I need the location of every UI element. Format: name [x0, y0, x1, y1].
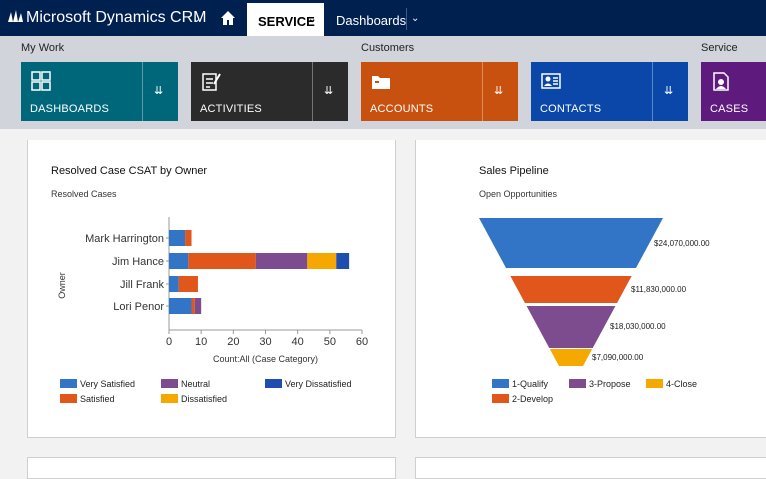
top-navigation-bar: Microsoft Dynamics CRM ⌄ SERVICE ⌄ Dashb…	[0, 0, 766, 36]
legend-label: Satisfied	[80, 394, 115, 404]
funnel-value-label: $11,830,000.00	[631, 285, 687, 294]
chevron-down-icon: ⌄	[308, 14, 317, 25]
tile-label: CONTACTS	[540, 103, 602, 115]
chart-subtitle: Resolved Cases	[51, 189, 117, 199]
legend-swatch	[646, 379, 663, 388]
bar-segment	[188, 253, 256, 269]
legend-label: Dissatisfied	[181, 394, 227, 404]
tile-accounts[interactable]: ACCOUNTS ⇊	[361, 62, 518, 121]
x-tick-label: 40	[292, 336, 304, 348]
service-area-button[interactable]: SERVICE ⌄	[247, 3, 324, 36]
bar-segment	[169, 230, 186, 246]
legend-label: Neutral	[181, 379, 210, 389]
category-label: Lori Penor	[113, 301, 164, 313]
legend-label: 3-Propose	[589, 379, 631, 389]
home-icon[interactable]	[219, 9, 237, 27]
divider	[406, 8, 407, 30]
legend-swatch	[60, 379, 77, 388]
cases-icon	[713, 72, 729, 91]
bar-segment	[255, 253, 308, 269]
tile-activities[interactable]: ACTIVITIES ⇊	[191, 62, 348, 121]
activities-icon	[202, 73, 221, 91]
bar-segment	[169, 276, 179, 292]
legend-label: 1-Qualify	[512, 379, 549, 389]
bar-segment	[169, 298, 192, 314]
sitemap-navigation: My Work Customers Service DASHBOARDS ⇊ A…	[0, 36, 766, 129]
bar-segment	[169, 253, 189, 269]
x-tick-label: 60	[356, 336, 368, 348]
dashboard-panel	[27, 457, 396, 479]
bar-segment	[194, 298, 202, 314]
tile-dashboards[interactable]: DASHBOARDS ⇊	[21, 62, 178, 121]
tile-label: DASHBOARDS	[30, 103, 110, 115]
tile-label: CASES	[710, 103, 749, 115]
activities-dropdown-button[interactable]: ⇊	[312, 62, 348, 121]
category-label: Jill Frank	[120, 279, 165, 291]
bar-segment	[191, 298, 195, 314]
x-tick-label: 20	[227, 336, 239, 348]
x-axis-title: Count:All (Case Category)	[213, 354, 318, 364]
csat-chart-panel: Resolved Case CSAT by Owner Resolved Cas…	[27, 140, 396, 438]
legend-swatch	[569, 379, 586, 388]
chevron-double-down-icon: ⇊	[664, 85, 674, 97]
dashboards-icon	[31, 71, 51, 91]
chart-title: Resolved Case CSAT by Owner	[51, 165, 208, 177]
legend-swatch	[265, 379, 282, 388]
bar-segment	[178, 276, 198, 292]
sales-pipeline-panel: Sales Pipeline Open Opportunities $24,07…	[415, 140, 766, 438]
chevron-double-down-icon: ⇊	[324, 85, 334, 97]
app-name[interactable]: Microsoft Dynamics CRM	[26, 9, 207, 26]
chevron-double-down-icon: ⇊	[154, 85, 164, 97]
contacts-icon	[541, 73, 561, 89]
accounts-dropdown-button[interactable]: ⇊	[482, 62, 518, 121]
group-label-my-work: My Work	[21, 42, 65, 54]
dashboard-panel	[415, 457, 766, 479]
tile-contacts[interactable]: CONTACTS ⇊	[531, 62, 688, 121]
csat-bar-chart[interactable]: 0 10 20 30 40 50 60 Mark Harrington Jim Hance Jil…	[28, 140, 395, 437]
tile-label: ACCOUNTS	[370, 103, 434, 115]
sales-pipeline-funnel-chart[interactable]: $24,070,000.00 $11,830,000.00 $18,030,000.…	[416, 140, 766, 437]
bar-segment	[185, 230, 192, 246]
dashboards-dropdown-button[interactable]: ⇊	[142, 62, 178, 121]
group-label-service: Service	[701, 42, 738, 54]
accounts-icon	[372, 76, 390, 89]
funnel-segment	[510, 276, 632, 303]
funnel-segment	[526, 306, 616, 348]
legend-swatch	[161, 379, 178, 388]
chart-title: Sales Pipeline	[479, 165, 549, 177]
chart-subtitle: Open Opportunities	[479, 189, 558, 199]
funnel-value-label: $18,030,000.00	[610, 322, 666, 331]
y-axis-title: Owner	[57, 272, 67, 299]
legend-label: Very Dissatisfied	[285, 379, 352, 389]
group-label-customers: Customers	[361, 42, 415, 54]
tile-label: ACTIVITIES	[200, 103, 262, 115]
x-tick-label: 0	[166, 336, 172, 348]
contacts-dropdown-button[interactable]: ⇊	[652, 62, 688, 121]
service-area-label: SERVICE	[258, 14, 315, 29]
legend-label: Very Satisfied	[80, 379, 135, 389]
x-tick-label: 30	[259, 336, 271, 348]
x-tick-label: 50	[324, 336, 336, 348]
dynamics-logo-icon	[8, 10, 23, 22]
legend-swatch	[60, 394, 77, 403]
legend-label: 2-Develop	[512, 394, 553, 404]
x-tick-label: 10	[195, 336, 207, 348]
legend-label: 4-Close	[666, 379, 697, 389]
legend-swatch	[492, 379, 509, 388]
funnel-segment	[479, 218, 663, 268]
funnel-value-label: $7,090,000.00	[592, 353, 644, 362]
bar-segment	[307, 253, 337, 269]
dashboards-chevron-icon[interactable]: ⌄	[411, 13, 420, 24]
category-label: Jim Hance	[112, 256, 164, 268]
app-menu-chevron-icon[interactable]: ⌄	[192, 13, 202, 25]
dashboards-breadcrumb[interactable]: Dashboards	[336, 13, 407, 28]
tile-cases[interactable]: CASES	[701, 62, 766, 121]
legend-swatch	[492, 394, 509, 403]
legend-swatch	[161, 394, 178, 403]
bar-segment	[336, 253, 350, 269]
chevron-double-down-icon: ⇊	[494, 85, 504, 97]
funnel-segment	[549, 349, 593, 366]
funnel-value-label: $24,070,000.00	[654, 239, 710, 248]
category-label: Mark Harrington	[85, 233, 164, 245]
